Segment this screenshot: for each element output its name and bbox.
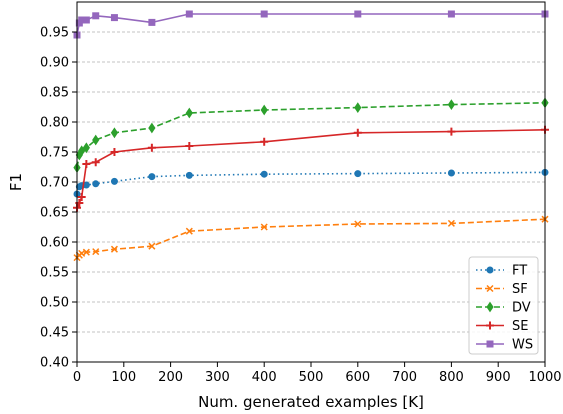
data-point-ws	[110, 14, 118, 22]
data-point-ws	[82, 16, 90, 24]
x-tick-label: 800	[439, 370, 464, 385]
legend-marker-ws	[486, 340, 494, 348]
x-tick-label: 0	[73, 370, 81, 385]
legend-entry-ws: WS	[476, 338, 533, 353]
y-tick-label: 0.85	[40, 86, 69, 101]
legend-marker-dv	[486, 301, 494, 313]
data-point-sf	[82, 248, 90, 256]
data-point-ws	[260, 10, 268, 18]
x-tick-label: 500	[299, 370, 324, 385]
legend-entry-dv: DV	[476, 301, 531, 316]
y-tick-label: 0.70	[40, 176, 69, 191]
data-point-se	[260, 137, 269, 146]
data-point-dv	[78, 145, 86, 157]
y-tick-label: 0.90	[40, 56, 69, 71]
data-point-ft	[185, 171, 193, 179]
data-point-sf	[260, 223, 268, 231]
data-point-dv	[185, 107, 193, 119]
series-se	[73, 125, 549, 212]
data-point-se	[147, 143, 156, 152]
data-point-sf	[185, 227, 193, 235]
data-point-dv	[110, 127, 119, 139]
legend-label-se: SE	[512, 319, 528, 334]
data-point-sf	[447, 219, 455, 227]
y-tick-label: 0.50	[40, 296, 69, 311]
data-point-dv	[92, 134, 100, 146]
y-axis-label: F1	[7, 173, 25, 191]
data-point-sf	[92, 248, 100, 256]
data-point-ws	[354, 10, 362, 18]
legend-marker-sf	[486, 284, 494, 293]
data-point-ft	[148, 173, 156, 181]
x-tick-label: 100	[111, 370, 136, 385]
series-line-sf	[76, 218, 546, 259]
y-tick-label: 0.80	[40, 116, 69, 131]
data-point-ws	[185, 10, 193, 18]
x-tick-label: 900	[486, 370, 511, 385]
series-sf	[73, 215, 549, 262]
x-tick-label: 400	[252, 370, 277, 385]
data-point-se	[110, 148, 119, 156]
data-point-ft	[110, 177, 118, 185]
x-axis: 0 100 200 300 400 500 600 700 800 900 1000	[73, 362, 562, 385]
legend-box	[468, 256, 539, 355]
data-point-dv	[260, 104, 268, 116]
grid	[77, 31, 545, 333]
data-point-ft	[260, 170, 268, 178]
data-point-ft	[447, 169, 455, 177]
legend-label-dv: DV	[512, 301, 531, 316]
x-tick-label: 200	[158, 370, 183, 385]
data-point-dv	[82, 142, 90, 154]
data-point-dv	[354, 102, 362, 114]
legend-entry-se: SE	[476, 319, 528, 334]
data-point-ft	[354, 170, 362, 178]
series-line-ft	[76, 171, 546, 195]
y-tick-label: 0.45	[40, 326, 69, 341]
y-tick-label: 0.65	[40, 206, 69, 221]
series-ws	[73, 10, 549, 39]
y-tick-label: 0.55	[40, 266, 69, 281]
data-point-sf	[110, 245, 118, 253]
data-point-se	[353, 128, 362, 137]
legend-marker-se	[486, 321, 494, 330]
data-point-se	[185, 142, 194, 150]
legend: FT SF DV SE WS	[468, 256, 539, 355]
y-tick-label: 0.75	[40, 146, 69, 161]
data-point-se	[91, 158, 100, 167]
x-tick-label: 1000	[528, 370, 561, 385]
legend-entry-sf: SF	[476, 282, 528, 297]
data-point-dv	[447, 99, 456, 111]
data-point-ft	[92, 180, 100, 188]
y-tick-label: 0.60	[40, 236, 69, 251]
x-tick-label: 300	[205, 370, 230, 385]
series-layer	[73, 10, 549, 262]
x-tick-label: 600	[345, 370, 370, 385]
legend-entry-ft: FT	[476, 264, 527, 279]
y-axis: 0.40 0.45 0.50 0.55 0.60 0.65 0.70 0.75 0.80 0.85…	[40, 26, 77, 371]
series-line-se	[76, 129, 546, 209]
data-point-dv	[148, 122, 156, 134]
series-dv	[73, 97, 549, 174]
data-point-se	[82, 160, 91, 168]
legend-marker-ft	[486, 266, 494, 274]
y-tick-label: 0.40	[40, 356, 69, 371]
data-point-ws	[148, 18, 156, 26]
legend-label-ws: WS	[512, 338, 533, 353]
data-point-ws	[92, 12, 100, 20]
data-point-sf	[354, 220, 362, 228]
series-ft	[73, 168, 549, 198]
data-point-ws	[447, 10, 455, 18]
legend-label-sf: SF	[512, 282, 528, 297]
legend-label-ft: FT	[512, 264, 527, 279]
data-point-sf	[148, 242, 156, 250]
x-axis-label: Num. generated examples [K]	[198, 393, 424, 411]
data-point-se	[447, 127, 456, 136]
x-tick-label: 700	[392, 370, 417, 385]
series-line-dv	[76, 102, 546, 168]
data-point-se	[77, 193, 86, 201]
y-tick-label: 0.95	[40, 26, 69, 41]
